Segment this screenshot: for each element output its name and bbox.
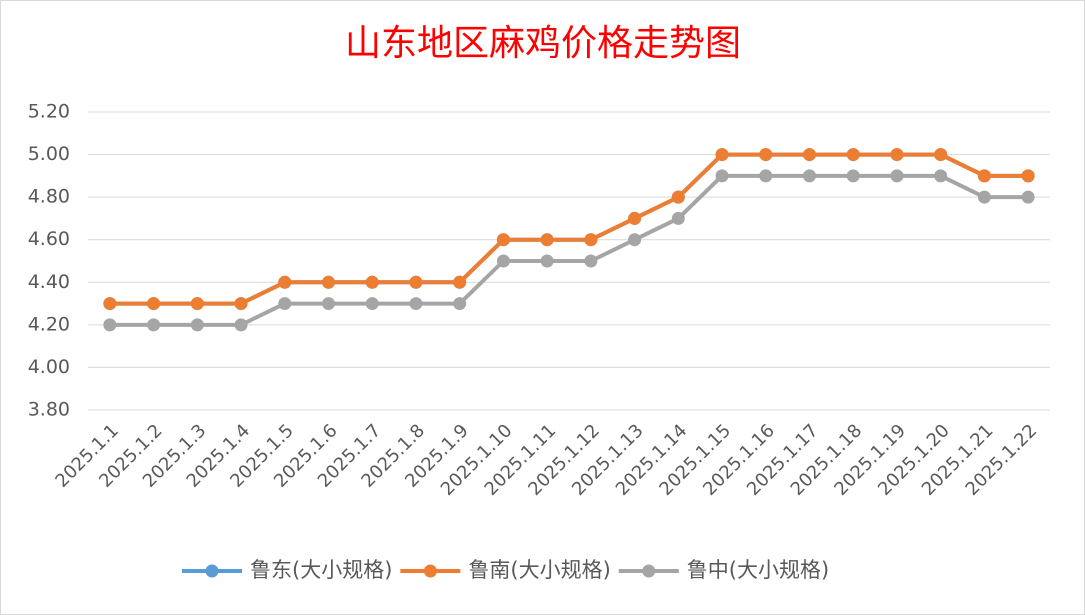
point <box>234 297 248 311</box>
point <box>628 233 642 247</box>
point <box>453 275 467 289</box>
y-tick-label: 5.00 <box>28 143 70 165</box>
point <box>934 148 948 162</box>
point <box>322 297 335 311</box>
point <box>671 190 685 204</box>
y-tick-label: 3.80 <box>28 399 70 421</box>
point <box>803 169 816 183</box>
point <box>540 254 554 268</box>
series-line <box>109 152 1029 306</box>
point <box>322 275 335 289</box>
y-tick-label: 4.60 <box>28 228 70 250</box>
point <box>1021 169 1035 183</box>
point <box>147 297 161 311</box>
y-tick-label: 4.40 <box>28 271 70 293</box>
series-line <box>109 173 1029 327</box>
point <box>977 190 991 204</box>
point <box>977 169 991 183</box>
point <box>759 169 773 183</box>
chart-title: 山东地区麻鸡价格走势图 <box>345 23 741 64</box>
point <box>628 211 642 225</box>
point <box>759 148 773 162</box>
legend-marker <box>423 564 437 578</box>
y-tick-label: 5.20 <box>28 101 70 123</box>
point <box>409 275 423 289</box>
y-tick-label: 4.20 <box>28 313 70 335</box>
y-tick-label: 4.00 <box>28 356 70 378</box>
point <box>715 148 729 162</box>
point <box>934 169 948 183</box>
point <box>540 233 554 247</box>
legend-label: 鲁南(大小规格) <box>468 558 610 582</box>
point <box>278 297 292 311</box>
point <box>365 275 379 289</box>
point <box>278 275 292 289</box>
point <box>147 318 161 332</box>
point <box>715 169 729 183</box>
point <box>1021 190 1035 204</box>
point <box>190 297 204 311</box>
point <box>803 148 816 162</box>
point <box>671 211 685 225</box>
point <box>103 318 117 332</box>
point <box>409 297 423 311</box>
point <box>453 297 467 311</box>
point <box>890 169 904 183</box>
legend-label: 鲁中(大小规格) <box>687 558 829 582</box>
legend-marker <box>205 564 219 578</box>
point <box>103 297 117 311</box>
legend-label: 鲁东(大小规格) <box>250 558 392 582</box>
point <box>496 254 510 268</box>
point <box>890 148 904 162</box>
legend-marker <box>642 564 656 578</box>
point <box>584 254 598 268</box>
point <box>365 297 379 311</box>
point <box>584 233 598 247</box>
point <box>496 233 510 247</box>
point <box>234 318 248 332</box>
y-tick-label: 4.80 <box>28 186 70 208</box>
point <box>846 148 860 162</box>
point <box>190 318 204 332</box>
point <box>846 169 860 183</box>
